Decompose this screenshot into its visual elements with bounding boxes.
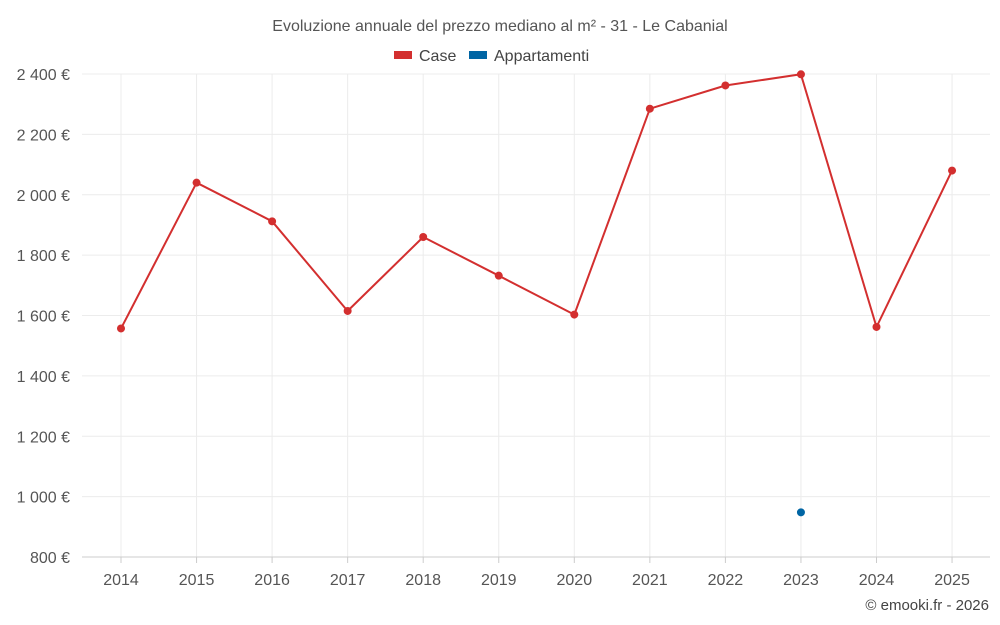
data-point-case-2024[interactable] bbox=[872, 322, 881, 331]
x-tick-label: 2018 bbox=[405, 572, 441, 589]
y-tick-label: 2 200 € bbox=[17, 127, 70, 144]
x-tick-label: 2022 bbox=[708, 572, 744, 589]
x-axis-ticks: 2014 2015 2016 2017 2018 2019 2020 2021 2022 2023… bbox=[103, 557, 970, 589]
series-group bbox=[117, 70, 957, 517]
x-tick-label: 2016 bbox=[254, 572, 290, 589]
credit-text: © emooki.fr - 2026 bbox=[865, 597, 989, 614]
x-tick-label: 2020 bbox=[557, 572, 593, 589]
legend-label-appartamenti[interactable]: Appartamenti bbox=[494, 48, 589, 65]
y-axis-ticks: 800 € 1 000 € 1 200 € 1 400 € 1 600 € 1 800 €… bbox=[17, 67, 70, 567]
data-point-case-2014[interactable] bbox=[117, 324, 125, 333]
legend-label-case[interactable]: Case bbox=[419, 48, 456, 65]
y-tick-label: 2 400 € bbox=[17, 67, 70, 84]
data-point-case-2023[interactable] bbox=[796, 70, 805, 79]
y-tick-label: 2 000 € bbox=[17, 188, 70, 205]
chart-title: Evoluzione annuale del prezzo mediano al… bbox=[272, 18, 727, 35]
data-point-case-2017[interactable] bbox=[343, 306, 352, 315]
y-tick-label: 1 200 € bbox=[17, 429, 70, 446]
y-tick-label: 1 000 € bbox=[17, 490, 70, 507]
y-tick-label: 1 800 € bbox=[17, 248, 70, 265]
data-point-case-2021[interactable] bbox=[645, 104, 654, 113]
data-point-case-2020[interactable] bbox=[570, 310, 579, 319]
series-line-case bbox=[120, 73, 953, 329]
data-point-case-2019[interactable] bbox=[494, 271, 503, 280]
x-tick-label: 2025 bbox=[934, 572, 970, 589]
x-tick-label: 2023 bbox=[783, 572, 819, 589]
data-point-appartamenti-2023[interactable] bbox=[796, 508, 805, 517]
x-tick-label: 2019 bbox=[481, 572, 517, 589]
y-tick-label: 800 € bbox=[30, 550, 70, 567]
x-tick-label: 2024 bbox=[859, 572, 895, 589]
x-tick-label: 2015 bbox=[179, 572, 215, 589]
legend-swatch-case bbox=[394, 51, 412, 59]
x-tick-label: 2021 bbox=[632, 572, 668, 589]
data-point-case-2016[interactable] bbox=[268, 217, 277, 226]
x-tick-label: 2017 bbox=[330, 572, 366, 589]
data-point-case-2018[interactable] bbox=[419, 233, 428, 242]
legend-swatch-appartamenti bbox=[469, 51, 487, 59]
data-point-case-2022[interactable] bbox=[721, 81, 730, 90]
x-tick-label: 2014 bbox=[103, 572, 139, 589]
y-tick-label: 1 400 € bbox=[17, 369, 70, 386]
y-tick-label: 1 600 € bbox=[17, 309, 70, 326]
data-point-case-2015[interactable] bbox=[192, 178, 201, 187]
data-point-case-2025[interactable] bbox=[948, 166, 957, 175]
legend[interactable]: Case Appartamenti bbox=[394, 48, 589, 65]
gridlines bbox=[82, 73, 990, 557]
